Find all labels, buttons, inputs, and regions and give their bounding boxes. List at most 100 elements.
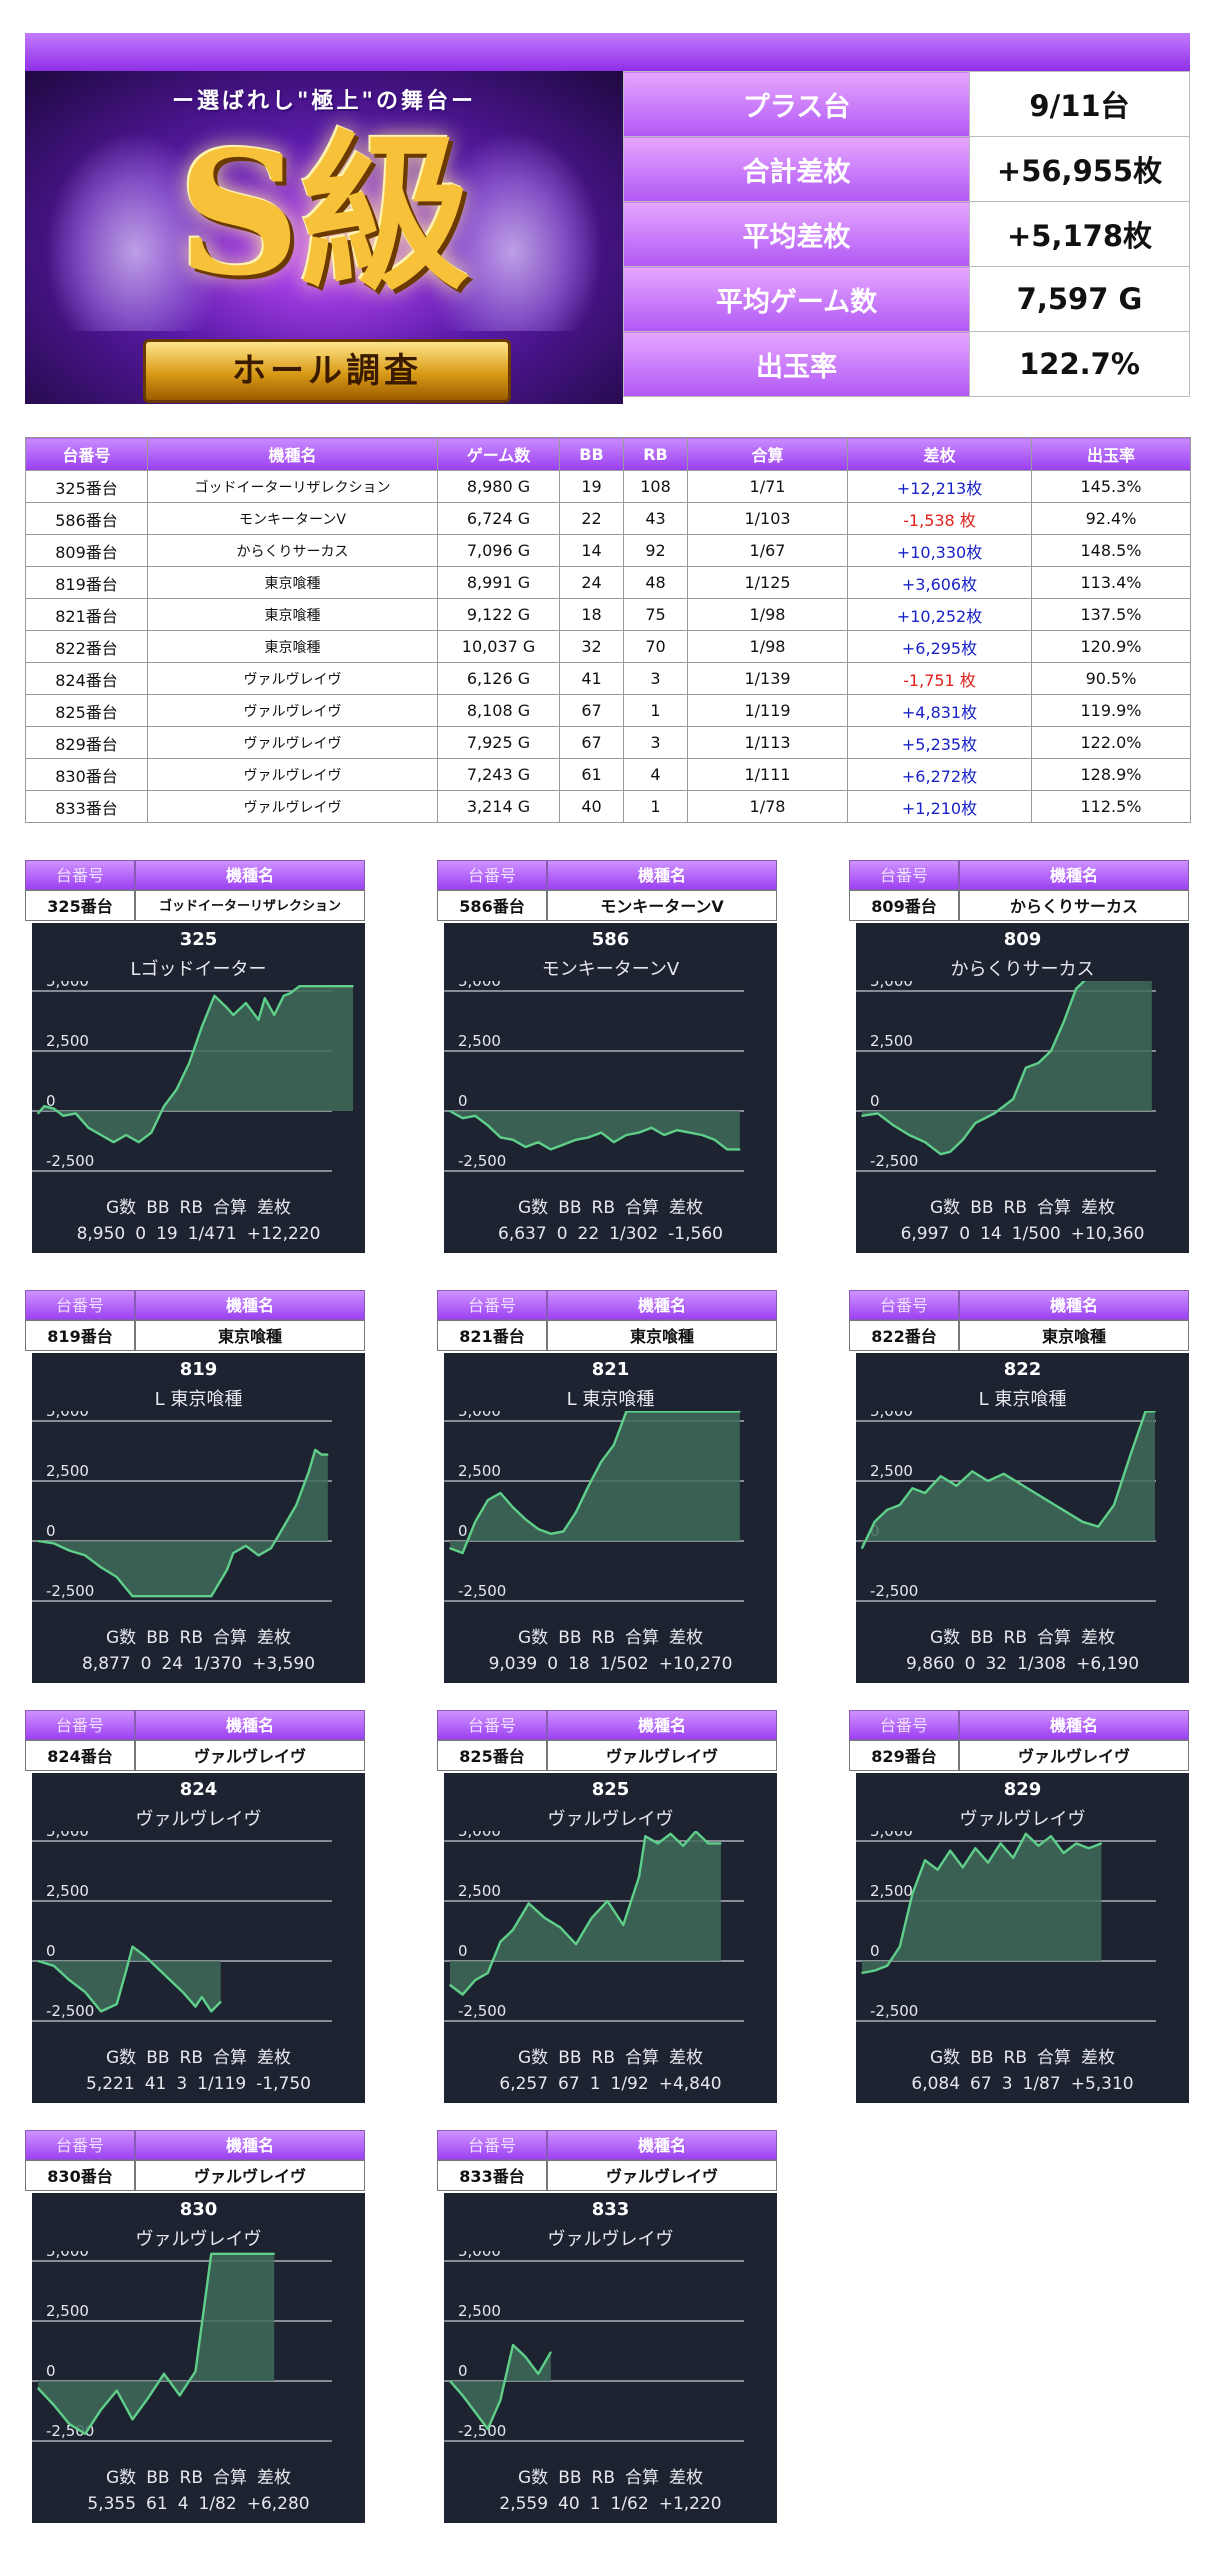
- card-header: 台番号 機種名: [25, 860, 365, 890]
- y-tick-label: 5,000: [46, 981, 89, 990]
- col-header-diff: 差枚: [847, 437, 1032, 471]
- card-header: 台番号 機種名: [437, 2130, 777, 2160]
- stats-header: G数: [518, 1628, 549, 1648]
- cell-games: 7,243 G: [437, 758, 560, 791]
- card-header: 台番号 機種名: [849, 860, 1189, 890]
- machine-results-table: 台番号 機種名 ゲーム数 BB RB 合算 差枚 出玉率 325番台 ゴッドイータ…: [25, 437, 1191, 823]
- series-point: [461, 1117, 464, 1119]
- series-point: [886, 1965, 888, 1967]
- left-wing-decoration: [45, 131, 225, 331]
- machine-card: 台番号 機種名 819番台 東京喰種 819 L 東京喰種 5,000 2,500 0 -2,50…: [25, 1290, 365, 1692]
- chart-panel: 809 からくりサーカス 5,000 2,500 0 -2,500 G数 BB RB 合算 差枚 6,…: [856, 923, 1189, 1253]
- banner-image: ー選ばれし"極上"の舞台ー S級 ホール調査: [25, 71, 623, 404]
- summary-row: 出玉率 122.7%: [623, 331, 1190, 397]
- series-point: [273, 1014, 276, 1016]
- series-point: [320, 985, 323, 987]
- series-point: [257, 1554, 260, 1557]
- series-point: [87, 1127, 90, 1129]
- stats-header: BB: [970, 1628, 994, 1648]
- series-point: [257, 2253, 260, 2255]
- y-tick-label: -2,500: [46, 1582, 94, 1600]
- stats-header-row: G数 BB RB 合算 差枚: [444, 1625, 777, 1651]
- series-point: [861, 1115, 863, 1117]
- series-point: [163, 2373, 165, 2375]
- series-point: [587, 1136, 590, 1139]
- series-point: [308, 1470, 310, 1473]
- stats-header: 差枚: [669, 2048, 703, 2068]
- card-header: 台番号 機種名: [849, 1290, 1189, 1320]
- cell-games: 8,991 G: [437, 566, 560, 599]
- cell-payout-rate: 148.5%: [1031, 534, 1191, 567]
- series-point: [559, 1926, 562, 1929]
- series-point: [68, 1979, 71, 1981]
- y-tick-label: 0: [458, 1942, 468, 1960]
- cell-rb: 4: [623, 758, 688, 791]
- series-line: [37, 1945, 222, 2013]
- series-point: [232, 1552, 235, 1554]
- stats-header: BB: [146, 1198, 170, 1218]
- series-point: [264, 997, 266, 999]
- series-point: [461, 1552, 464, 1554]
- profit-chart: 5,000 2,500 0 -2,500: [444, 2251, 744, 2442]
- series-point: [178, 2394, 181, 2397]
- series-point: [1097, 1525, 1100, 1528]
- stats-value: 40: [558, 2494, 580, 2514]
- card-machine-no: 809番台: [849, 890, 959, 921]
- series-point: [43, 1105, 46, 1107]
- card-machine-name: からくりサーカス: [959, 890, 1189, 921]
- cell-payout-rate: 119.9%: [1031, 694, 1191, 727]
- stats-header: RB: [1003, 1198, 1027, 1218]
- chart-title: 821: [591, 1359, 630, 1380]
- series-point: [899, 1504, 901, 1506]
- stats-header: BB: [558, 2468, 582, 2488]
- cell-machine-name: ヴァルヴレイヴ: [147, 758, 438, 791]
- series-point: [939, 1153, 942, 1155]
- cell-diff: +6,272枚: [847, 758, 1032, 791]
- cell-games: 7,925 G: [437, 726, 560, 759]
- series-point: [84, 2433, 87, 2435]
- stats-header-row: G数 BB RB 合算 差枚: [444, 2465, 777, 2491]
- y-tick-label: 5,000: [458, 1411, 501, 1420]
- card-header-name-label: 機種名: [135, 1710, 365, 1740]
- series-point: [962, 1139, 964, 1141]
- cell-combined: 1/119: [687, 694, 848, 727]
- cell-machine-name: ヴァルヴレイヴ: [147, 790, 438, 823]
- stats-header: RB: [179, 2048, 203, 2068]
- machine-card: 台番号 機種名 821番台 東京喰種 821 L 東京喰種 5,000 2,500 0 -2,50…: [437, 1290, 777, 1692]
- stats-value: 6,637: [498, 1224, 547, 1244]
- series-line: [449, 1109, 740, 1151]
- cell-bb: 41: [559, 662, 624, 695]
- summary-label: 出玉率: [623, 331, 970, 397]
- cell-rb: 48: [623, 566, 688, 599]
- series-point: [999, 1842, 1002, 1845]
- y-tick-label: 0: [46, 2362, 56, 2380]
- stats-value: 41: [144, 2074, 167, 2094]
- stats-header: G数: [518, 2048, 549, 2068]
- machine-card: 台番号 機種名 325番台 ゴッドイーターリザレクション 325 Lゴッドイーター 5,00…: [25, 860, 365, 1262]
- series-point: [52, 2404, 55, 2406]
- cell-diff: +5,235枚: [847, 726, 1032, 759]
- series-point: [156, 1967, 159, 1969]
- chart-title: 809: [1003, 929, 1042, 950]
- series-point: [194, 2005, 197, 2008]
- series-area: [38, 1946, 221, 2012]
- stats-header: 合算: [625, 2048, 659, 2068]
- cell-bb: 19: [559, 470, 624, 503]
- series-area: [450, 1411, 740, 1553]
- card-header-name-label: 機種名: [547, 1290, 777, 1320]
- series-point: [68, 1549, 71, 1552]
- series-point: [474, 2411, 476, 2413]
- y-tick-label: 5,000: [870, 1831, 913, 1840]
- cell-combined: 1/98: [687, 630, 848, 663]
- stats-header: 差枚: [257, 1198, 291, 1218]
- series-point: [175, 1088, 178, 1091]
- series-point: [638, 1876, 640, 1878]
- series-point: [575, 1139, 577, 1141]
- series-point: [512, 1929, 514, 1931]
- stats-value: +12,220: [246, 1224, 321, 1244]
- cell-games: 3,214 G: [437, 790, 560, 823]
- stats-value-row: 6,637 0 22 1/302 -1,560: [444, 1221, 777, 1247]
- series-point: [314, 1449, 317, 1451]
- stats-value-row: 9,860 0 32 1/308 +6,190: [856, 1651, 1189, 1677]
- stats-header: 差枚: [257, 2468, 291, 2488]
